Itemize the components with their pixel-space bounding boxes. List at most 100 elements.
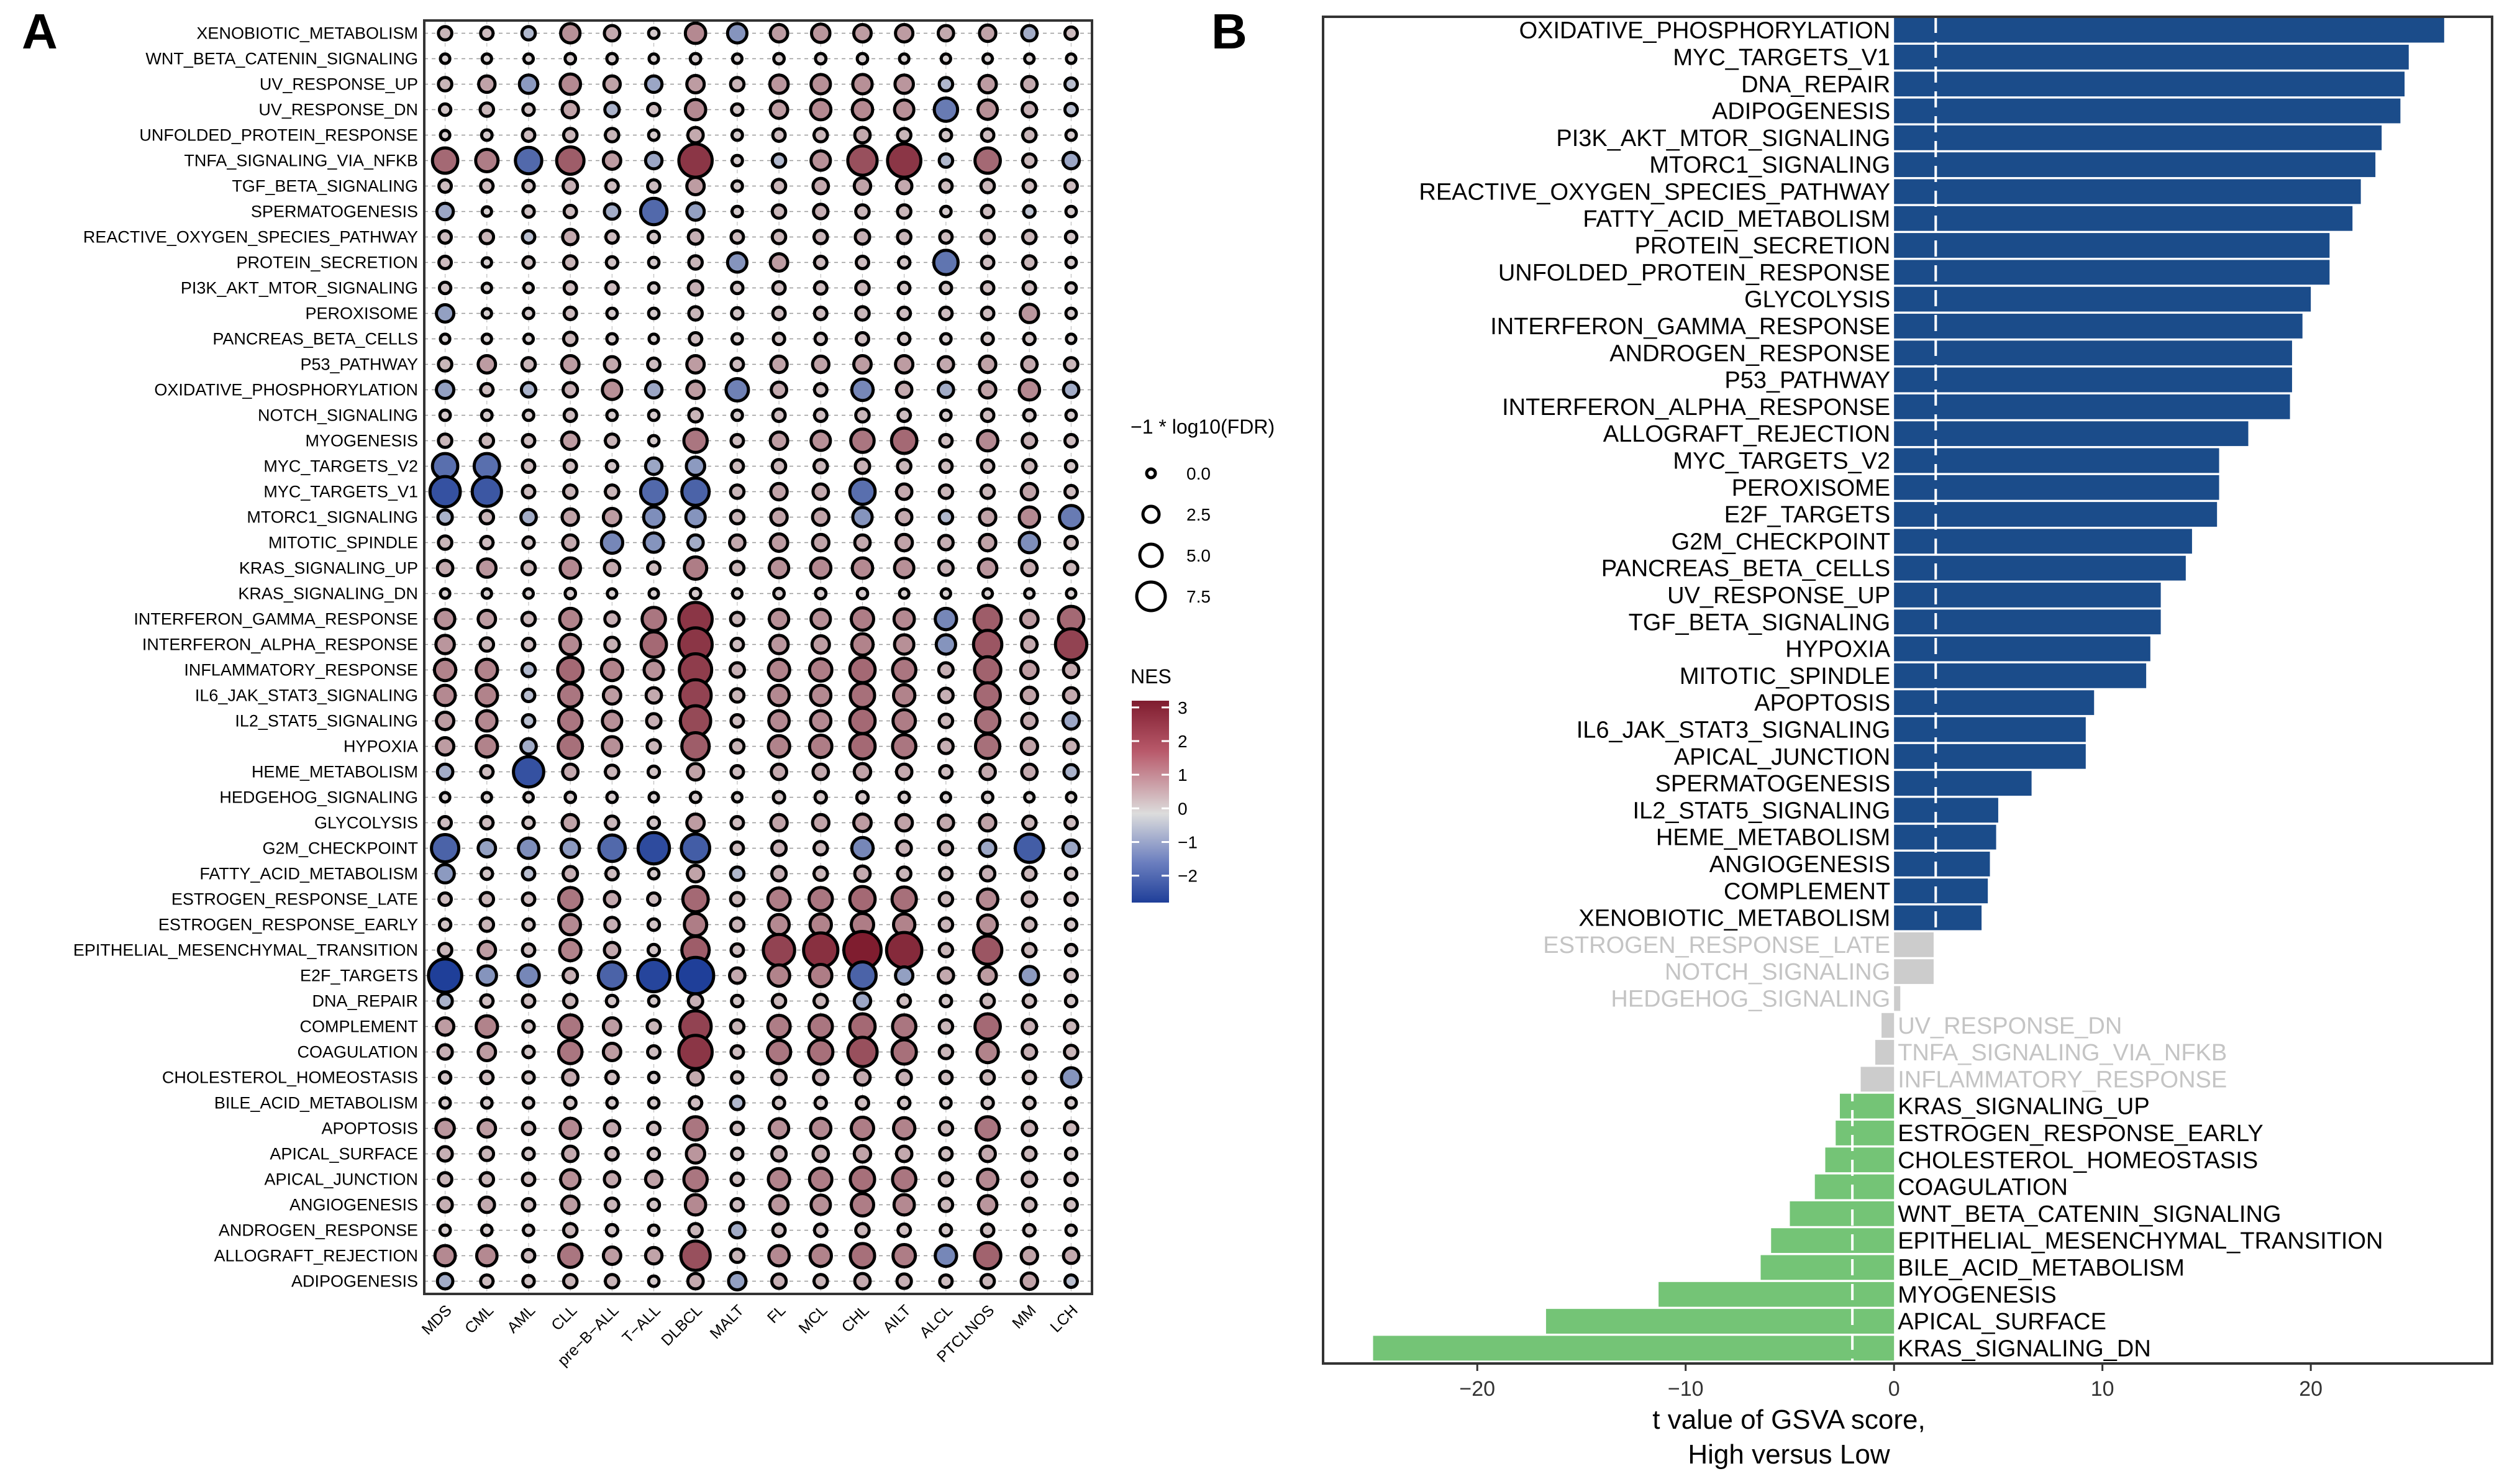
dot [937, 76, 955, 93]
dot [677, 142, 714, 179]
dot [437, 1171, 453, 1188]
dot [812, 255, 829, 270]
dot [1021, 1070, 1037, 1085]
dot [521, 942, 537, 958]
dot [939, 52, 952, 65]
row-label: TGF_BETA_SIGNALING [232, 177, 418, 196]
size-legend-value: 7.5 [1186, 587, 1211, 606]
dot [1064, 128, 1078, 142]
dot [980, 1095, 995, 1111]
dot [812, 840, 829, 857]
dot [562, 254, 579, 271]
row-label: PEROXISOME [305, 304, 418, 323]
dot [647, 587, 660, 600]
dot [1023, 587, 1036, 600]
bar [1894, 340, 2292, 366]
bar-label: PEROXISOME [1732, 475, 1891, 501]
row-label: UNFOLDED_PROTEIN_RESPONSE [139, 126, 418, 145]
dot [848, 706, 877, 735]
dot [812, 1273, 829, 1290]
dot [1021, 942, 1038, 958]
dot [729, 1095, 746, 1111]
dot [557, 682, 584, 709]
dot [521, 255, 536, 270]
dot [685, 201, 706, 222]
dot [646, 891, 662, 907]
dot [729, 483, 746, 500]
dot [647, 1274, 661, 1288]
dot [730, 280, 745, 296]
dot [938, 178, 954, 194]
bar-label: UV_RESPONSE_DN [1898, 1013, 2122, 1039]
dot [644, 1245, 664, 1266]
dot [1063, 1197, 1079, 1213]
dot [846, 144, 879, 177]
dot [848, 477, 877, 506]
dot [850, 556, 875, 580]
dot [852, 23, 873, 43]
dot [1062, 737, 1080, 755]
dot [520, 356, 537, 373]
dot [730, 306, 745, 321]
dot [978, 532, 998, 553]
dot [729, 433, 745, 448]
dot [893, 98, 916, 121]
bar-chart-bars [1373, 17, 2444, 1361]
dot [562, 1222, 579, 1239]
dot [855, 586, 870, 601]
row-label: KRAS_SIGNALING_UP [239, 559, 418, 578]
dot [855, 790, 870, 805]
dot [687, 407, 704, 424]
dot [437, 1070, 453, 1085]
dot [479, 1273, 495, 1289]
bar [1894, 717, 2086, 742]
dot [644, 150, 664, 171]
dot [1023, 791, 1036, 804]
dot [682, 1166, 709, 1193]
size-legend-circle [1141, 504, 1161, 524]
dot [770, 380, 788, 399]
dot [1021, 1145, 1038, 1162]
dot [1021, 432, 1039, 450]
dot [601, 1042, 622, 1062]
dot [1063, 484, 1079, 499]
dot [1019, 660, 1040, 680]
row-label: XENOBIOTIC_METABOLISM [196, 24, 418, 43]
dot [937, 1196, 955, 1213]
bar [1894, 636, 2150, 662]
dot [729, 713, 745, 729]
dot [1020, 75, 1039, 94]
dot [1019, 609, 1040, 629]
dot [601, 507, 622, 527]
row-label: WNT_BETA_CATENIN_SIGNALING [145, 50, 418, 68]
bar-label: WNT_BETA_CATENIN_SIGNALING [1898, 1201, 2281, 1227]
dot [1062, 1246, 1081, 1265]
dot [853, 228, 871, 246]
dot [811, 1144, 830, 1163]
dot [808, 963, 834, 988]
row-label: CHOLESTEROL_HOMEOSTASIS [162, 1068, 418, 1087]
dot [890, 426, 919, 455]
bar [1894, 179, 2361, 204]
dot [563, 586, 578, 601]
dot [729, 1197, 745, 1213]
color-legend-label: 1 [1178, 765, 1188, 785]
dot [894, 354, 915, 375]
dot [811, 354, 830, 375]
dot [812, 229, 829, 245]
dot [1021, 1119, 1039, 1137]
dot [896, 1095, 912, 1111]
dot [562, 306, 578, 321]
dot [478, 509, 496, 526]
dot [599, 657, 625, 683]
row-label: ALLOGRAFT_REJECTION [214, 1247, 418, 1265]
dot [765, 1039, 793, 1065]
dot [894, 965, 915, 986]
dot [642, 658, 665, 681]
x-tick-label: 0 [1888, 1377, 1900, 1401]
row-label: PI3K_AKT_MTOR_SIGNALING [181, 279, 418, 298]
dot [601, 685, 622, 706]
dot [979, 993, 996, 1009]
dot [603, 940, 622, 960]
dot-plot-row-labels: XENOBIOTIC_METABOLISM WNT_BETA_CATENIN_SI… [73, 24, 418, 1291]
